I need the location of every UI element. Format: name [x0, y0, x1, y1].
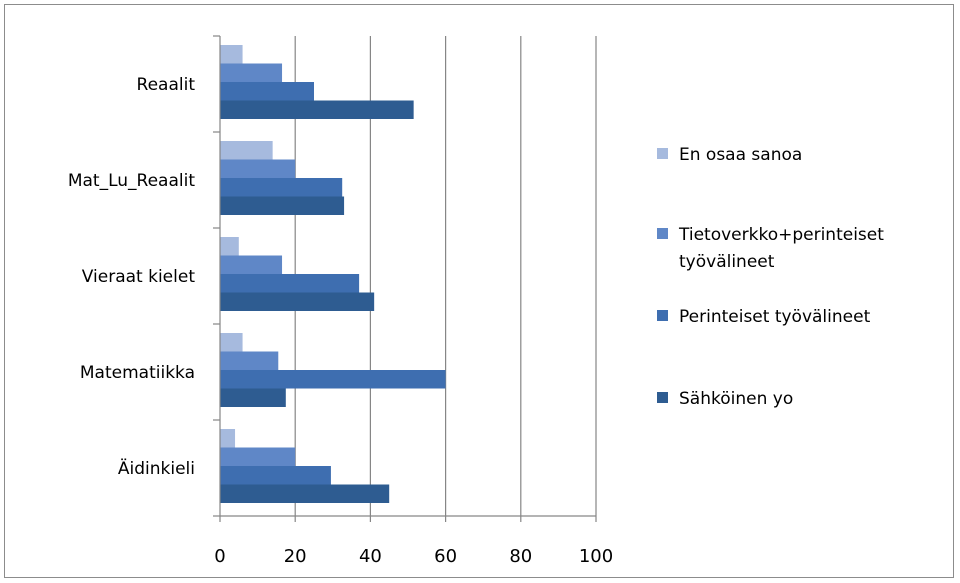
bar-2-1	[220, 274, 360, 293]
bar-1-3	[220, 333, 243, 352]
bar-0-3	[220, 429, 236, 448]
x-tick-label: 0	[214, 546, 225, 567]
legend-swatch	[657, 148, 668, 159]
chart-frame	[4, 4, 954, 578]
bar-3-1	[220, 178, 343, 197]
bar-4-1	[220, 82, 314, 101]
bar-1-2	[220, 351, 279, 370]
legend-label: Sähköinen yo	[679, 389, 793, 409]
bar-2-0	[220, 292, 375, 311]
bar-0-1	[220, 466, 331, 485]
bar-3-3	[220, 141, 273, 160]
bar-1-1	[220, 370, 446, 389]
category-label: Mat_Lu_Reaalit	[68, 171, 195, 191]
bar-0-2	[220, 447, 296, 466]
legend-label: En osaa sanoa	[679, 145, 802, 165]
legend-label: Tietoverkko+perinteiset	[678, 225, 884, 245]
x-tick-label: 20	[284, 546, 307, 567]
x-tick-label: 80	[509, 546, 532, 567]
bar-4-2	[220, 63, 283, 82]
category-label: Reaalit	[137, 75, 196, 95]
legend-label: työvälineet	[679, 252, 775, 272]
bar-3-2	[220, 159, 296, 178]
category-label: Matematiikka	[80, 363, 195, 383]
bar-4-3	[220, 45, 243, 64]
x-tick-label: 40	[359, 546, 382, 567]
bar-3-0	[220, 196, 345, 215]
axis-labels: Äidinkieli Matematiikka Vieraat kielet Mat_…	[68, 75, 613, 567]
legend-label: Perinteiset työvälineet	[679, 307, 871, 327]
bar-1-0	[220, 388, 286, 407]
bar-2-3	[220, 237, 239, 256]
bars	[220, 45, 446, 503]
bar-2-2	[220, 255, 283, 274]
x-tick-label: 60	[434, 546, 457, 567]
bar-4-0	[220, 100, 414, 119]
category-label: Vieraat kielet	[82, 267, 196, 287]
legend-swatch	[657, 392, 668, 403]
legend-swatch	[657, 228, 668, 239]
legend: En osaa sanoa Tietoverkko+perinteiset työv…	[657, 145, 884, 409]
category-label: Äidinkieli	[118, 458, 195, 479]
bar-0-0	[220, 484, 390, 503]
axes	[213, 35, 597, 522]
x-tick-label: 100	[579, 546, 613, 567]
legend-swatch	[657, 310, 668, 321]
